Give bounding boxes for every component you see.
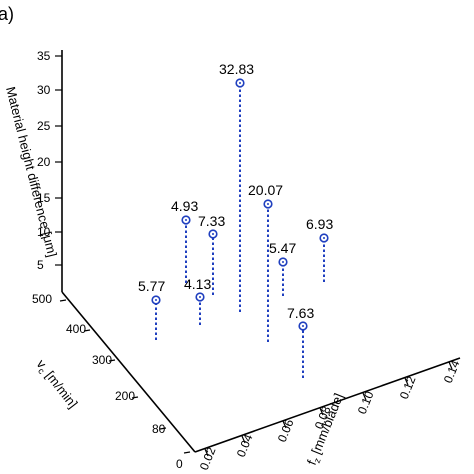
y-tick-mark [131,396,139,399]
data-marker-center [239,82,241,84]
y-tick-label: 0 [176,457,183,471]
x-tick-label: 0.06 [275,417,297,444]
data-point: 5.47 [269,240,296,296]
data-point: 4.13 [184,276,211,325]
z-axis-ticks: 5 10 15 20 25 30 35 [37,49,62,272]
data-point: 32.83 [219,61,254,312]
y-tick-label: 400 [66,322,86,336]
data-point: 7.33 [198,213,225,295]
x-tick-mark [204,448,209,457]
y-tick-mark [159,427,167,430]
data-marker-center [302,325,304,327]
z-tick-label: 20 [37,155,51,169]
data-value-label: 4.13 [184,276,211,292]
data-value-label: 4.93 [171,198,198,214]
y-tick-mark [183,451,191,454]
x-tick-mark [282,420,287,429]
data-point: 7.63 [287,305,314,378]
z-tick-label: 15 [37,191,51,205]
x-tick-label: 0.02 [197,445,219,472]
data-marker-center [267,203,269,205]
data-point: 6.93 [306,216,333,282]
y-tick-label: 80 [152,422,166,436]
y-tick-label: 500 [32,292,52,306]
z-tick-label: 5 [37,258,44,272]
x-tick-mark [404,377,409,386]
data-value-label: 7.33 [198,213,225,229]
data-value-label: 20.07 [248,182,283,198]
x-axis-label: fz [mm/blade] [304,391,348,468]
data-value-label: 5.47 [269,240,296,256]
y-axis-label: vc [m/min] [32,357,81,413]
z-tick-label: 30 [37,83,51,97]
z-tick-label: 25 [37,119,51,133]
x-tick-mark [448,361,453,370]
data-points: 5.77 4.13 4.937.33 32.83 20.07 5.47 6.93 7.63 [138,61,333,378]
x-tick-mark [241,435,246,444]
data-point: 5.77 [138,278,165,340]
z-axis-label: Material height difference [μm] [3,85,60,258]
x-tick-label: 0.04 [234,432,256,459]
x-axis-line [194,357,461,453]
x-tick-label: 0.14 [441,358,463,385]
z-tick-label: 35 [37,49,51,63]
y-axis-line [61,291,196,453]
data-marker-center [212,233,214,235]
y-tick-label: 200 [115,389,135,403]
y-tick-mark [83,329,91,332]
y-tick-mark [108,359,116,362]
data-marker-center [155,299,157,301]
y-axis-ticks: 0 80 200 300 400 500 [32,292,191,471]
data-marker-center [185,219,187,221]
x-tick-mark [319,407,324,416]
y-tick-mark [59,299,67,302]
y-tick-label: 300 [92,353,112,367]
data-point: 20.07 [248,182,283,342]
x-tick-label: 0.10 [355,389,377,416]
panel-label: a) [0,4,14,24]
data-value-label: 32.83 [219,61,254,77]
data-marker-center [323,237,325,239]
data-value-label: 5.77 [138,278,165,294]
data-value-label: 7.63 [287,305,314,321]
x-tick-mark [362,392,367,401]
data-marker-center [282,261,284,263]
x-tick-label: 0.12 [397,374,419,401]
z-tick-label: 10 [37,225,51,239]
data-value-label: 6.93 [306,216,333,232]
data-marker-center [199,296,201,298]
data-point: 4.93 [171,198,198,283]
